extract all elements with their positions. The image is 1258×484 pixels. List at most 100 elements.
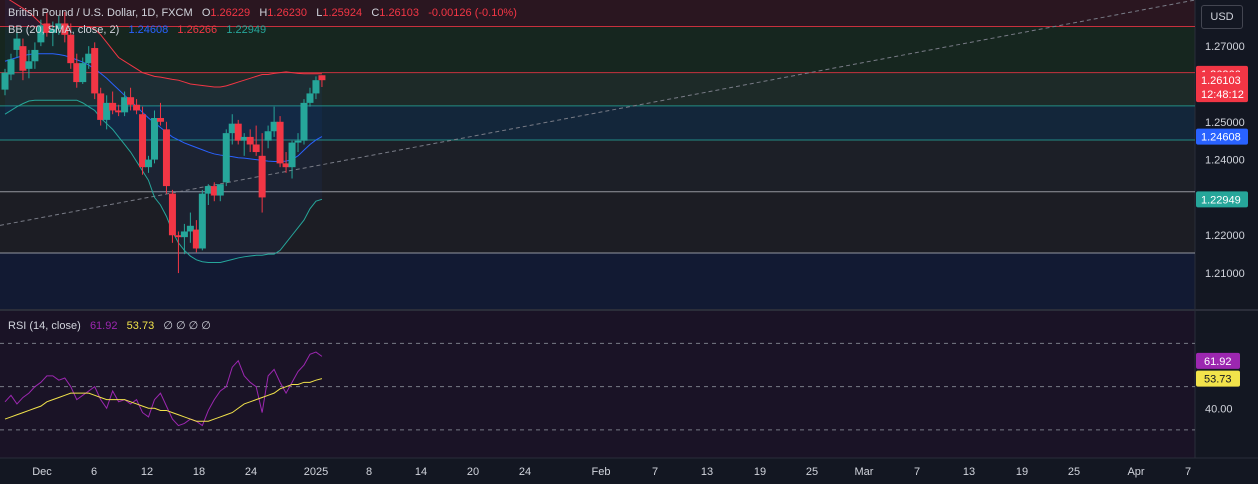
bb-legend[interactable]: BB (20, SMA, close, 2) 1.24608 1.26266 1… bbox=[8, 24, 266, 36]
candle-body bbox=[294, 140, 302, 143]
candle bbox=[174, 231, 182, 274]
candle bbox=[216, 184, 224, 202]
price-zone bbox=[0, 0, 1195, 27]
symbol-legend: British Pound / U.S. Dollar, 1D, FXCM O1… bbox=[8, 7, 517, 19]
candle bbox=[198, 189, 206, 251]
candle-body bbox=[288, 142, 296, 168]
candle bbox=[133, 99, 141, 115]
candle bbox=[252, 125, 260, 156]
candle-body bbox=[318, 75, 326, 81]
price-tick-label: 1.22000 bbox=[1205, 230, 1245, 242]
time-tick-label: 2025 bbox=[304, 466, 328, 478]
candle-body bbox=[55, 23, 63, 30]
candle bbox=[204, 184, 212, 205]
rsi-ma-value: 53.73 bbox=[126, 320, 155, 332]
time-tick-label: 8 bbox=[366, 466, 372, 478]
price-tick-label: 1.27000 bbox=[1205, 41, 1245, 53]
time-tick-label: 24 bbox=[245, 466, 257, 478]
candle bbox=[25, 49, 33, 79]
candle-body bbox=[186, 225, 194, 232]
candle-body bbox=[276, 121, 284, 164]
candle bbox=[13, 32, 21, 58]
candle bbox=[162, 121, 170, 194]
candle bbox=[240, 133, 248, 156]
candle bbox=[318, 75, 326, 87]
candle bbox=[294, 133, 302, 153]
candle bbox=[282, 152, 290, 173]
candle-body bbox=[151, 118, 158, 160]
rsi-tick-label: 40.00 bbox=[1205, 403, 1233, 415]
candle-body bbox=[210, 186, 218, 196]
candle bbox=[270, 106, 278, 137]
candle bbox=[109, 91, 117, 115]
candle bbox=[258, 133, 266, 213]
close-label: C bbox=[371, 7, 380, 19]
candle-body bbox=[252, 144, 260, 153]
candle bbox=[103, 95, 111, 130]
price-zone bbox=[0, 26, 1195, 73]
rsi-pane-background bbox=[0, 311, 1195, 458]
time-tick-label: Apr bbox=[1127, 466, 1144, 478]
candle-body bbox=[174, 235, 182, 238]
price-tick-label: 1.21000 bbox=[1205, 268, 1245, 280]
close-value: 1.26103 bbox=[379, 7, 420, 19]
candle-body bbox=[228, 123, 236, 134]
price-tick-label: 1.24000 bbox=[1205, 155, 1245, 167]
time-tick-label: 7 bbox=[1185, 466, 1191, 478]
rsi-badge bbox=[1196, 352, 1240, 369]
candle bbox=[192, 220, 200, 253]
candle bbox=[276, 116, 284, 168]
candle-body bbox=[216, 184, 224, 196]
candle-body bbox=[234, 123, 242, 141]
candle bbox=[31, 42, 39, 69]
candle bbox=[151, 110, 158, 164]
candle bbox=[234, 119, 242, 145]
candle-body bbox=[43, 23, 51, 33]
rsi-ma-line bbox=[4, 378, 323, 422]
countdown-label: 12:48:12 bbox=[1201, 89, 1244, 101]
time-tick-label: 18 bbox=[193, 466, 205, 478]
candle-body bbox=[13, 38, 21, 50]
candle-body bbox=[264, 131, 272, 141]
candle bbox=[306, 87, 314, 107]
candle bbox=[180, 223, 188, 255]
candle-body bbox=[49, 29, 57, 33]
candle-body bbox=[204, 186, 212, 194]
candle-body bbox=[7, 59, 15, 75]
candle-body bbox=[156, 118, 164, 122]
candle-body bbox=[162, 129, 170, 187]
candle bbox=[7, 53, 15, 81]
candle-body bbox=[192, 229, 200, 249]
time-tick-label: 14 bbox=[415, 466, 427, 478]
candle bbox=[91, 42, 99, 100]
candle-body bbox=[312, 80, 320, 94]
candle-body bbox=[67, 34, 75, 64]
rsi-legend[interactable]: RSI (14, close) 61.92 53.73 ∅ ∅ ∅ ∅ bbox=[8, 319, 211, 332]
price-badge-label: 1.26103 bbox=[1201, 75, 1241, 87]
candle bbox=[121, 91, 129, 117]
candle-body bbox=[91, 48, 99, 94]
high-label: H bbox=[259, 7, 268, 19]
candle-body bbox=[246, 136, 254, 145]
candle bbox=[210, 182, 218, 202]
candle-body bbox=[79, 63, 87, 83]
candle-body bbox=[145, 159, 153, 168]
price-badge bbox=[1196, 128, 1248, 145]
candle bbox=[97, 87, 105, 126]
price-badge bbox=[1196, 191, 1248, 208]
open-label: O bbox=[201, 7, 211, 19]
time-tick-label: Mar bbox=[855, 466, 874, 478]
currency-button[interactable]: USD bbox=[1201, 5, 1243, 29]
candle bbox=[1, 68, 9, 96]
candle-body bbox=[270, 121, 278, 132]
high-value: 1.26230 bbox=[267, 7, 308, 19]
candle-body bbox=[1, 72, 9, 90]
candle bbox=[145, 155, 153, 173]
candle bbox=[55, 15, 63, 35]
candle bbox=[222, 129, 230, 187]
candle bbox=[73, 53, 81, 88]
bb-basis-value: 1.24608 bbox=[128, 24, 169, 36]
time-tick-label: 24 bbox=[519, 466, 531, 478]
candle bbox=[300, 99, 308, 145]
